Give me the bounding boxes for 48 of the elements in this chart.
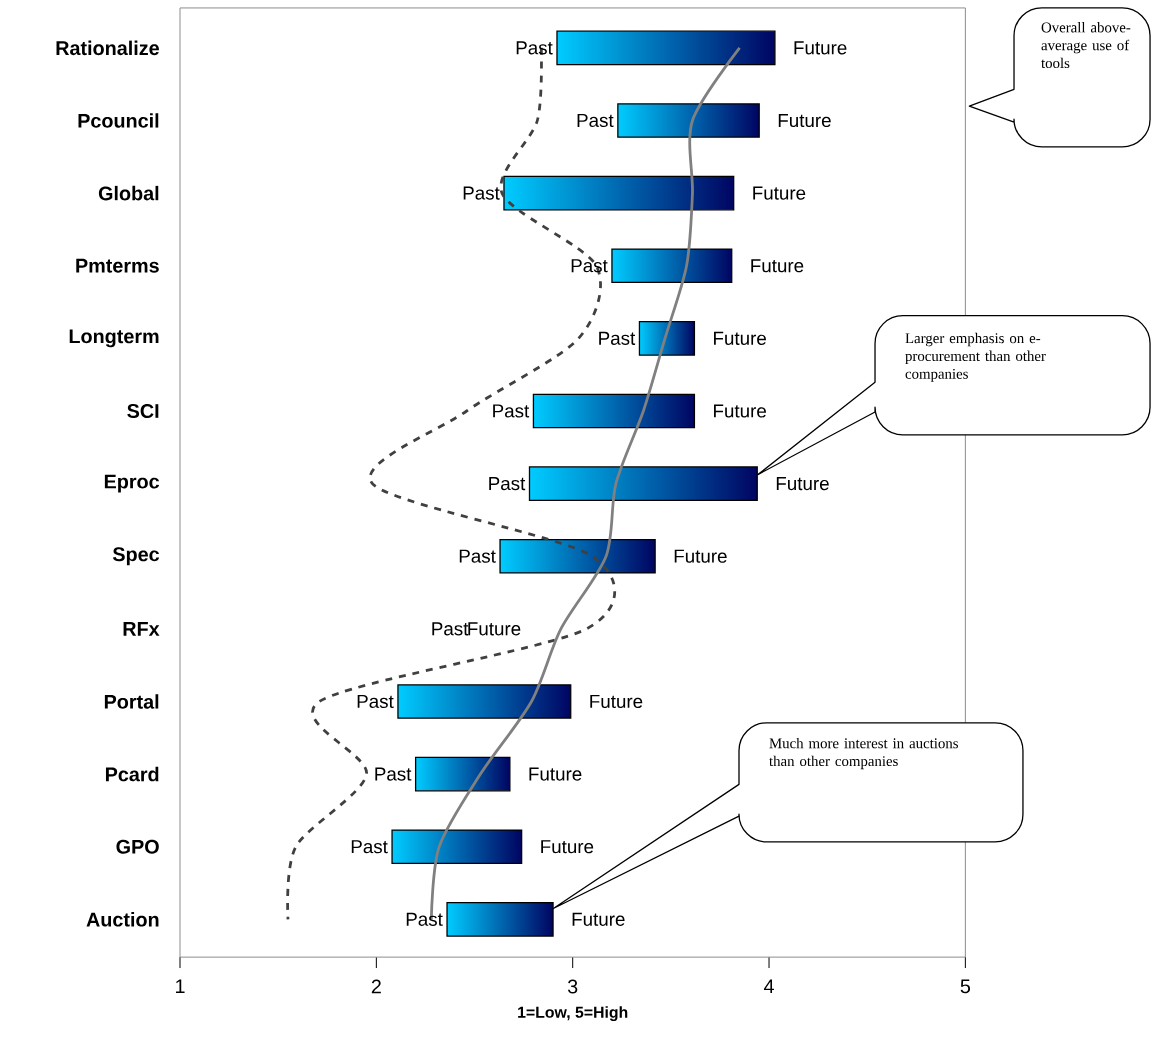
y-tick-label: Spec	[112, 547, 160, 565]
x-tick-label: 4	[763, 979, 774, 993]
y-tick-label: SCI	[127, 403, 159, 418]
annotation: Past	[463, 186, 500, 200]
annotation: Past	[571, 258, 608, 273]
annotation: Past	[516, 41, 553, 55]
y-tick-label: Global	[98, 185, 159, 201]
annotation: Future	[541, 839, 594, 854]
annotation: Past	[351, 839, 388, 854]
y-tick-label: Rationalize	[56, 40, 159, 55]
annotation: Future	[468, 622, 521, 636]
y-tick-label: Pcard	[105, 766, 159, 782]
annotation: Past	[493, 404, 530, 418]
y-tick-label: Pmterms	[76, 258, 159, 273]
y-tick-label: Auction	[86, 911, 159, 927]
annotation: Larger emphasis on e-procurement than other companies	[905, 332, 1046, 382]
y-tick-label: Portal	[104, 693, 159, 709]
annotation: Past	[599, 331, 636, 345]
annotation: Past	[432, 622, 469, 636]
y-tick-label: GPO	[116, 839, 159, 854]
annotation: Future	[776, 476, 829, 490]
annotation: Future	[590, 694, 643, 708]
annotation: Past	[577, 113, 614, 127]
annotation: Future	[778, 113, 831, 127]
annotation: Past	[459, 549, 496, 563]
y-tick-label: RFx	[123, 621, 160, 636]
x-tick-label: 1	[176, 979, 185, 993]
y-tick-label: Eproc	[104, 474, 160, 493]
annotation: Future	[674, 549, 727, 563]
text: Overall above-average use of tools	[1041, 21, 1131, 68]
annotation: Past	[375, 767, 412, 781]
annotation: Future	[572, 912, 625, 926]
annotation: Past	[489, 476, 526, 490]
annotation: Future	[529, 767, 582, 781]
annotation: Future	[794, 41, 847, 55]
annotation: Much more interest in auctions than other companies	[769, 737, 958, 769]
y-tick-label: Longterm	[69, 329, 159, 348]
x-tick-label: 2	[371, 979, 381, 994]
annotation: Past	[406, 912, 443, 926]
annotation: Future	[751, 258, 804, 273]
x-axis-title: 1=Low, 5=High	[518, 1006, 628, 1021]
x-tick-label: 5	[960, 979, 971, 994]
annotation: Future	[753, 186, 806, 200]
annotation: Future	[714, 404, 766, 418]
x-tick-label: 3	[567, 979, 578, 994]
annotation: Future	[714, 331, 766, 345]
y-tick-label: Pcouncil	[78, 113, 159, 128]
annotation: Past	[357, 694, 394, 708]
